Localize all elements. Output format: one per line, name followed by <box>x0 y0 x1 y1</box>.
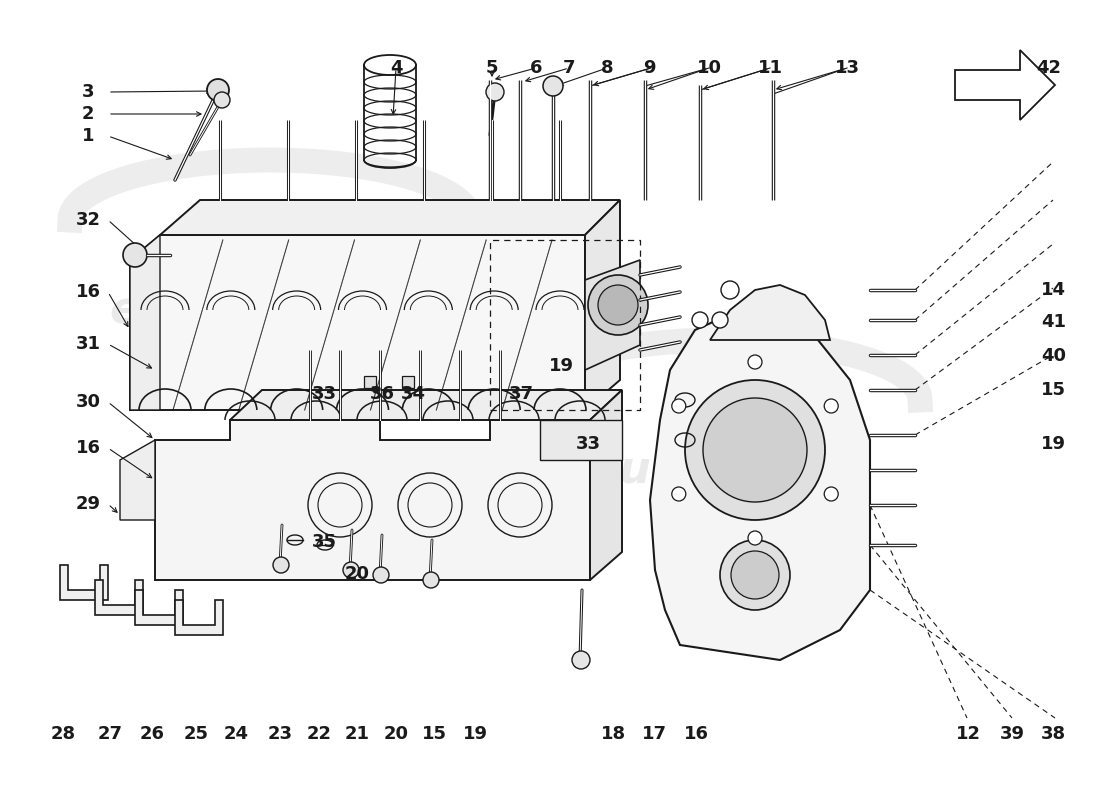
Text: 2: 2 <box>81 105 95 122</box>
Polygon shape <box>540 420 622 460</box>
Polygon shape <box>135 590 183 625</box>
Text: 16: 16 <box>76 283 100 301</box>
Text: 8: 8 <box>601 59 614 77</box>
Text: 34: 34 <box>402 385 426 402</box>
Circle shape <box>748 355 762 369</box>
Text: 21: 21 <box>345 726 370 743</box>
Text: 10: 10 <box>697 59 722 77</box>
Circle shape <box>720 281 739 299</box>
Circle shape <box>343 562 359 578</box>
Circle shape <box>824 399 838 413</box>
Circle shape <box>588 275 648 335</box>
Text: 3: 3 <box>81 83 95 101</box>
Text: 24: 24 <box>224 726 249 743</box>
Polygon shape <box>130 235 159 410</box>
Text: 11: 11 <box>758 59 782 77</box>
Circle shape <box>572 651 590 669</box>
Circle shape <box>824 487 838 501</box>
Polygon shape <box>155 420 590 580</box>
Text: 41: 41 <box>1042 313 1066 330</box>
Text: 32: 32 <box>76 211 100 229</box>
Circle shape <box>543 76 563 96</box>
Text: 33: 33 <box>312 385 337 402</box>
Text: 6: 6 <box>529 59 542 77</box>
Text: 22: 22 <box>307 726 331 743</box>
Text: 15: 15 <box>422 726 447 743</box>
Bar <box>364 376 376 388</box>
Text: 5: 5 <box>485 59 498 77</box>
Circle shape <box>720 540 790 610</box>
Text: 19: 19 <box>463 726 487 743</box>
Polygon shape <box>175 600 223 635</box>
Text: 39: 39 <box>1000 726 1024 743</box>
Circle shape <box>214 92 230 108</box>
Text: 37: 37 <box>509 385 534 402</box>
Text: 16: 16 <box>684 726 708 743</box>
Text: 9: 9 <box>642 59 656 77</box>
Text: 20: 20 <box>345 565 370 582</box>
Text: 35: 35 <box>312 534 337 551</box>
Text: 19: 19 <box>549 358 573 375</box>
Circle shape <box>712 312 728 328</box>
Text: 16: 16 <box>76 439 100 457</box>
Text: 31: 31 <box>76 335 100 353</box>
Text: 20: 20 <box>384 726 408 743</box>
Polygon shape <box>955 50 1055 120</box>
Polygon shape <box>120 440 155 520</box>
Text: 18: 18 <box>602 726 626 743</box>
Text: 42: 42 <box>1036 59 1060 77</box>
Circle shape <box>424 572 439 588</box>
Circle shape <box>123 243 147 267</box>
Text: 7: 7 <box>562 59 575 77</box>
Text: 27: 27 <box>98 726 122 743</box>
Circle shape <box>207 79 229 101</box>
Polygon shape <box>590 390 621 580</box>
Text: 38: 38 <box>1042 726 1066 743</box>
Text: 13: 13 <box>835 59 859 77</box>
Circle shape <box>598 285 638 325</box>
Circle shape <box>672 487 685 501</box>
Polygon shape <box>60 565 108 600</box>
Text: 40: 40 <box>1042 347 1066 365</box>
Text: 30: 30 <box>76 393 100 410</box>
Circle shape <box>373 567 389 583</box>
Circle shape <box>273 557 289 573</box>
Circle shape <box>703 398 807 502</box>
Circle shape <box>692 312 708 328</box>
Bar <box>402 376 414 388</box>
Text: 15: 15 <box>1042 382 1066 399</box>
Polygon shape <box>650 310 870 660</box>
Circle shape <box>685 380 825 520</box>
Text: 19: 19 <box>1042 435 1066 453</box>
Polygon shape <box>160 200 620 235</box>
Circle shape <box>748 531 762 545</box>
Text: 1: 1 <box>81 127 95 145</box>
Text: 23: 23 <box>268 726 293 743</box>
Polygon shape <box>95 580 143 615</box>
Text: 17: 17 <box>642 726 667 743</box>
Text: 36: 36 <box>371 385 395 402</box>
Text: 25: 25 <box>184 726 208 743</box>
Circle shape <box>486 83 504 101</box>
Circle shape <box>732 551 779 599</box>
Text: 14: 14 <box>1042 281 1066 298</box>
Text: 33: 33 <box>576 435 601 453</box>
Circle shape <box>672 399 685 413</box>
Polygon shape <box>585 200 620 410</box>
Text: eurospares: eurospares <box>109 289 390 331</box>
Polygon shape <box>585 260 640 370</box>
Text: 26: 26 <box>140 726 164 743</box>
Polygon shape <box>130 235 585 410</box>
Polygon shape <box>230 390 622 420</box>
Text: 12: 12 <box>956 726 980 743</box>
Text: 29: 29 <box>76 495 100 513</box>
Text: eurospares: eurospares <box>590 449 871 491</box>
Polygon shape <box>710 285 830 340</box>
Text: 28: 28 <box>51 726 75 743</box>
Text: 4: 4 <box>389 59 403 77</box>
